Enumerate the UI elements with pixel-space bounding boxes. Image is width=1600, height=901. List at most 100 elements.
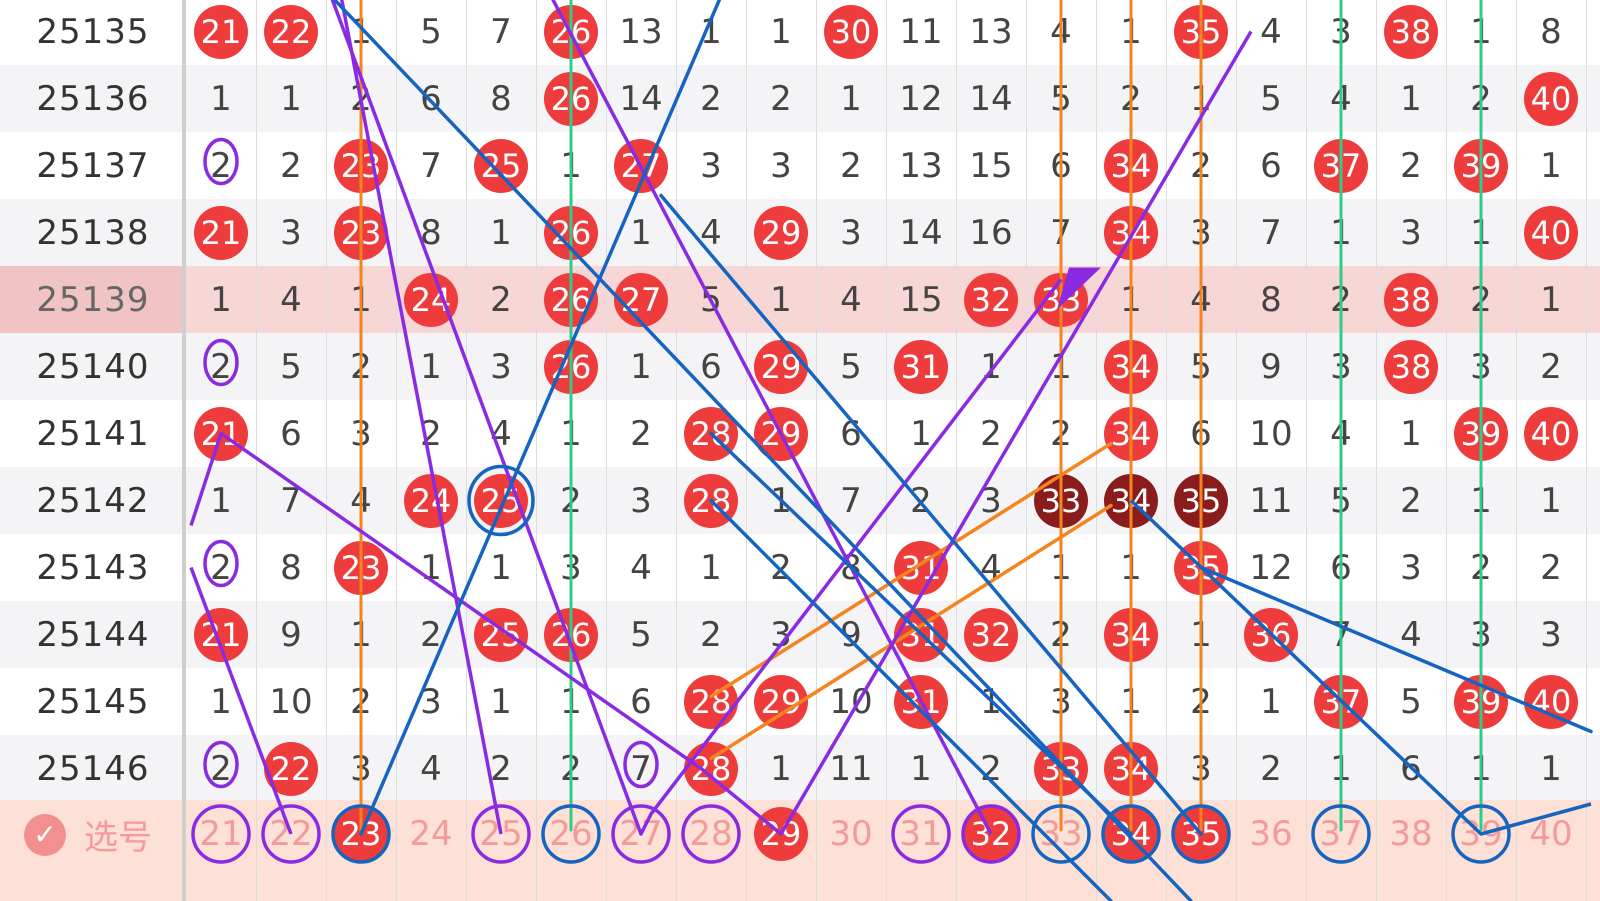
omission-value: 2	[770, 78, 792, 119]
selectable-number[interactable]: 24	[409, 814, 453, 854]
omission-value: 3	[980, 480, 1002, 521]
omission-value: 4	[1400, 614, 1422, 655]
issue-number: 25140	[36, 346, 150, 387]
omission-value: 5	[1400, 681, 1422, 722]
purple-circle-mark	[623, 740, 659, 789]
omission-value: 1	[910, 413, 932, 454]
omission-value: 10	[1249, 413, 1293, 454]
omission-value: 9	[280, 614, 302, 655]
omission-value: 7	[420, 145, 442, 186]
drawn-number-ball: 38	[1384, 4, 1438, 59]
omission-value: 1	[840, 78, 862, 119]
omission-value: 1	[1540, 279, 1562, 320]
purple-trend-line	[551, 0, 993, 835]
selection-circle-mark	[1311, 804, 1371, 864]
column-divider	[1166, 0, 1167, 901]
column-divider	[816, 0, 817, 901]
selectable-number[interactable]: 38	[1389, 814, 1433, 854]
omission-value: 4	[420, 748, 442, 789]
omission-value: 7	[280, 480, 302, 521]
issue-number: 25141	[36, 413, 150, 454]
column-divider	[1096, 0, 1097, 901]
omission-value: 2	[210, 145, 232, 186]
purple-circle-mark	[203, 740, 239, 789]
omission-value: 8	[1260, 279, 1282, 320]
omission-value: 13	[899, 145, 943, 186]
column-divider	[746, 0, 747, 901]
selection-circle-mark	[191, 804, 251, 864]
drawn-number-ball: 31	[894, 339, 948, 394]
omission-value: 2	[1540, 346, 1562, 387]
drawn-number-ball: 40	[1524, 674, 1578, 729]
omission-value: 2	[630, 413, 652, 454]
omission-value: 2	[210, 547, 232, 588]
blue-trend-line	[1199, 565, 1593, 734]
omission-value: 9	[1260, 346, 1282, 387]
omission-value: 8	[490, 78, 512, 119]
selectable-number[interactable]: 28	[689, 814, 733, 854]
selection-circle-mark	[331, 804, 391, 864]
omission-value: 2	[700, 614, 722, 655]
omission-value: 14	[619, 78, 663, 119]
purple-circle-mark	[203, 137, 239, 186]
omission-value: 4	[280, 279, 302, 320]
omission-value: 3	[1400, 212, 1422, 253]
omission-value: 11	[899, 11, 943, 52]
selectable-number[interactable]: 30	[829, 814, 873, 854]
drawn-number-ball: 21	[194, 4, 248, 59]
omission-value: 2	[280, 145, 302, 186]
blue-trend-line	[1129, 499, 1592, 836]
omission-value: 1	[490, 212, 512, 253]
table-row[interactable]	[0, 266, 1600, 333]
drawn-number-ball: 22	[264, 741, 318, 796]
column-divider	[1516, 0, 1517, 901]
omission-value: 6	[630, 681, 652, 722]
selectable-number[interactable]: 21	[199, 814, 243, 854]
issue-number: 25139	[36, 279, 150, 320]
drawn-number-ball: 30	[824, 4, 878, 59]
omission-value: 1	[770, 748, 792, 789]
check-circle-icon[interactable]: ✓	[24, 814, 66, 856]
omission-value: 1	[700, 547, 722, 588]
omission-value: 3	[840, 212, 862, 253]
omission-value: 3	[630, 480, 652, 521]
selectable-number[interactable]: 36	[1249, 814, 1293, 854]
omission-value: 2	[210, 346, 232, 387]
table-row[interactable]	[0, 601, 1600, 668]
omission-value: 13	[619, 11, 663, 52]
omission-value: 2	[490, 279, 512, 320]
omission-value: 1	[630, 212, 652, 253]
column-divider	[536, 0, 537, 901]
omission-value: 13	[969, 11, 1013, 52]
omission-value: 1	[770, 279, 792, 320]
omission-value: 14	[899, 212, 943, 253]
issue-number: 25136	[36, 78, 150, 119]
omission-value: 11	[1249, 480, 1293, 521]
table-row[interactable]	[0, 467, 1600, 534]
table-row[interactable]	[0, 65, 1600, 132]
omission-value: 3	[770, 614, 792, 655]
drawn-number-ball: 21	[194, 607, 248, 662]
omission-value: 1	[1540, 748, 1562, 789]
selection-label: 选号	[84, 818, 152, 858]
omission-value: 1	[280, 78, 302, 119]
omission-value: 1	[420, 346, 442, 387]
omission-value: 1	[490, 547, 512, 588]
selection-circle-mark	[1031, 804, 1091, 864]
omission-value: 1	[1260, 681, 1282, 722]
blue-trend-line	[332, 0, 1193, 901]
omission-value: 6	[280, 413, 302, 454]
omission-value: 6	[840, 413, 862, 454]
selectable-number[interactable]: 40	[1529, 814, 1573, 854]
drawn-number-ball: 38	[1384, 272, 1438, 327]
omission-value: 14	[969, 78, 1013, 119]
selectable-number[interactable]: 31	[899, 814, 943, 854]
issue-column-separator	[182, 0, 186, 901]
issue-number: 25137	[36, 145, 150, 186]
column-divider	[1026, 0, 1027, 901]
selection-circle-mark	[681, 804, 741, 864]
omission-value: 7	[840, 480, 862, 521]
drawn-number-ball: 40	[1524, 71, 1578, 126]
purple-circle-mark	[203, 539, 239, 588]
